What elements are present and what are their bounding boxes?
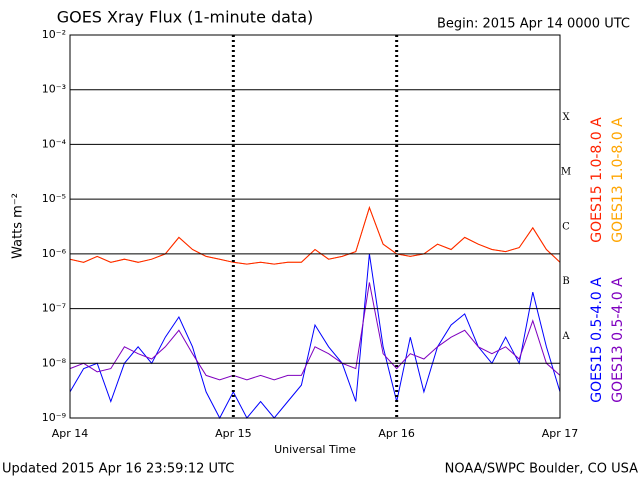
y-tick-label: 10⁻³ — [42, 83, 66, 96]
legend-entry: GOES13 1.0-8.0 A — [610, 117, 626, 243]
y-tick-label: 10⁻² — [42, 28, 66, 41]
x-tick-label: Apr 15 — [215, 427, 252, 440]
y-tick-label: 10⁻⁶ — [42, 247, 67, 260]
x-tick-label: Apr 14 — [52, 427, 89, 440]
series-line — [69, 253, 561, 420]
x-tick-label: Apr 16 — [378, 427, 415, 440]
y-tick-label: 10⁻⁸ — [42, 356, 67, 369]
legend-entry: GOES15 0.5-4.0 A — [589, 277, 605, 403]
footer-right: NOAA/SWPC Boulder, CO USA — [445, 462, 638, 477]
legend-entry: GOES13 0.5-4.0 A — [610, 277, 626, 403]
flare-class: X — [562, 112, 570, 123]
series-line — [69, 282, 561, 381]
flare-class: M — [561, 167, 571, 178]
plot-frame — [69, 34, 561, 419]
chart-subtitle: Begin: 2015 Apr 14 0000 UTC — [437, 17, 630, 32]
y-tick-label: 10⁻⁴ — [42, 137, 67, 150]
legend-entry: GOES15 1.0-8.0 A — [589, 117, 605, 243]
flare-class: B — [562, 276, 569, 287]
chart-title: GOES Xray Flux (1-minute data) — [57, 8, 314, 27]
y-tick-label: 10⁻⁹ — [42, 411, 66, 424]
flare-class: A — [561, 331, 570, 342]
series-line — [69, 206, 561, 265]
y-axis-label: Watts m⁻² — [11, 193, 26, 259]
y-tick-label: 10⁻⁵ — [42, 192, 66, 205]
series-line — [69, 206, 561, 265]
x-axis-label: Universal Time — [274, 443, 356, 456]
x-tick-label: Apr 17 — [542, 427, 579, 440]
footer-left: Updated 2015 Apr 16 23:59:12 UTC — [2, 462, 234, 477]
flare-class: C — [562, 221, 570, 232]
y-tick-label: 10⁻⁷ — [42, 302, 66, 315]
